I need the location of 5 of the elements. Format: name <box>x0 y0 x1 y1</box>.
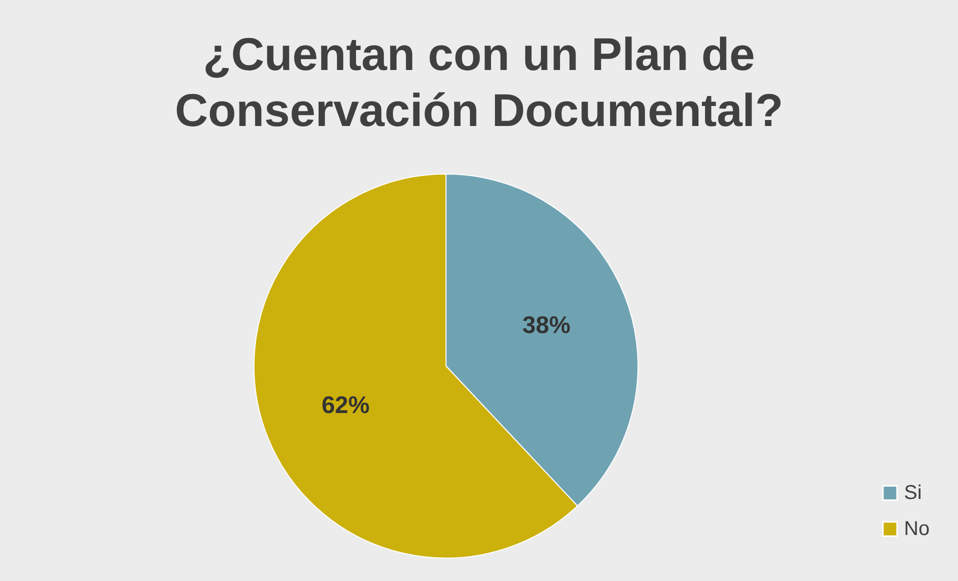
chart-title: ¿Cuentan con un Plan de Conservación Documental? <box>174 28 784 136</box>
legend-label: Si <box>904 482 922 504</box>
data-label: 62% <box>322 392 370 419</box>
legend-label: No <box>904 518 930 540</box>
data-label: 38% <box>522 312 570 340</box>
